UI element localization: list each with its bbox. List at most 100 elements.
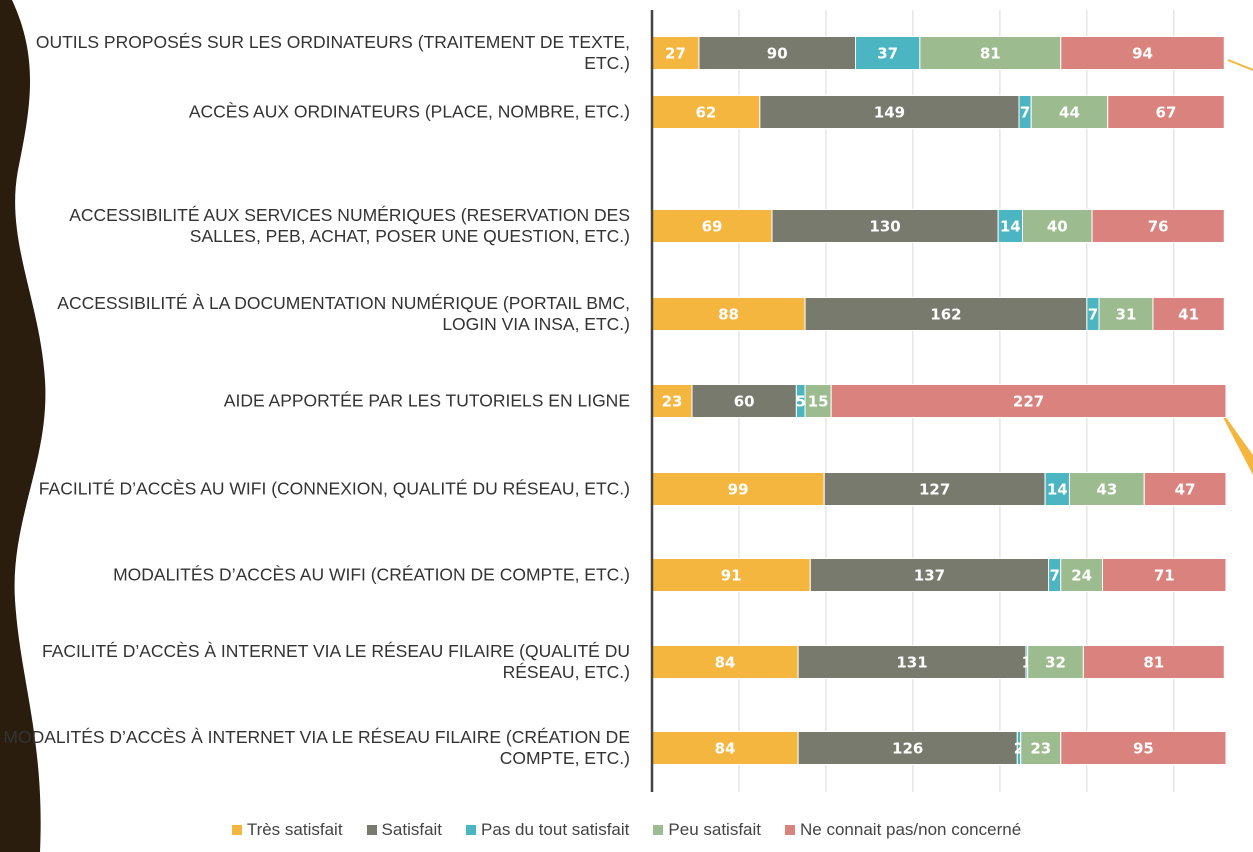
bar-segment: [691, 384, 797, 418]
bar-segment: [759, 95, 1020, 129]
legend-item: Satisfait: [366, 820, 443, 840]
value-label: 227: [1013, 393, 1044, 411]
bar-segment: [651, 297, 806, 331]
value-label: 32: [1045, 654, 1066, 672]
value-label: 44: [1059, 104, 1080, 122]
value-label: 14: [1047, 481, 1068, 499]
bar-segment: [651, 95, 761, 129]
callout: [1215, 402, 1253, 475]
value-label: 5: [795, 393, 805, 411]
value-label: 88: [718, 306, 739, 324]
value-label: 7: [1088, 306, 1098, 324]
legend-item: Très satisfait: [231, 820, 343, 840]
value-label: 27: [665, 45, 686, 63]
value-label: 126: [892, 740, 923, 758]
legend-label: Peu satisfait: [668, 820, 762, 839]
value-label: 40: [1047, 218, 1068, 236]
value-label: 131: [896, 654, 927, 672]
value-label: 162: [930, 306, 961, 324]
legend-item: Pas du tout satisfait: [466, 820, 629, 840]
value-label: 23: [662, 393, 683, 411]
value-label: 24: [1071, 567, 1092, 585]
value-label: 99: [728, 481, 749, 499]
bar-segment: [1027, 645, 1084, 679]
category-label: OUTILS PROPOSÉS SUR LES ORDINATEURS (TRA…: [35, 32, 630, 73]
bar-segment: [771, 209, 999, 243]
category-label: MODALITÉS D’ACCÈS À INTERNET VIA LE RÉSE…: [3, 727, 630, 768]
bar-segment: [1082, 645, 1225, 679]
legend-item: Ne connait pas/non concerné: [785, 820, 1021, 840]
callout: [1227, 59, 1253, 71]
value-label: 137: [914, 567, 945, 585]
value-label: 14: [1000, 218, 1021, 236]
value-label: 15: [808, 393, 829, 411]
bar-segment: [823, 472, 1046, 506]
value-label: 23: [1030, 740, 1051, 758]
legend-swatch: [231, 825, 242, 835]
value-label: 91: [721, 567, 742, 585]
value-label: 130: [869, 218, 900, 236]
category-label: MODALITÉS D’ACCÈS AU WIFI (CRÉATION DE C…: [113, 564, 630, 585]
bar-segment: [1098, 297, 1154, 331]
bar-segment: [651, 209, 773, 243]
legend-label: Ne connait pas/non concerné: [800, 820, 1022, 839]
value-label: 7: [1049, 567, 1059, 585]
bar-segment: [1091, 209, 1225, 243]
value-label: 2: [1014, 740, 1024, 758]
legend-swatch: [785, 825, 796, 835]
legend-label: Très satisfait: [246, 820, 343, 839]
category-label: FACILITÉ D’ACCÈS AU WIFI (CONNEXION, QUA…: [38, 478, 630, 499]
category-label: ACCÈS AUX ORDINATEURS (PLACE, NOMBRE, ET…: [188, 101, 630, 122]
value-label: 84: [715, 740, 736, 758]
legend-label: Satisfait: [381, 820, 443, 839]
bar-segment: [997, 209, 1023, 243]
bar-segment: [651, 558, 811, 592]
legend-label: Pas du tout satisfait: [481, 820, 630, 839]
value-label: 69: [702, 218, 723, 236]
decoration: [0, 0, 46, 852]
value-label: 71: [1154, 567, 1175, 585]
legend-swatch: [366, 825, 377, 835]
bar-segment: [698, 36, 857, 70]
value-label: 47: [1175, 481, 1196, 499]
value-label: 84: [715, 654, 736, 672]
legend-item: Peu satisfait: [653, 820, 761, 840]
value-label: 90: [767, 45, 788, 63]
bar-segment: [1152, 297, 1225, 331]
value-label: 95: [1133, 740, 1154, 758]
legend-swatch: [466, 825, 477, 835]
category-label: AIDE APPORTÉE PAR LES TUTORIELS EN LIGNE: [223, 390, 630, 411]
legend-swatch: [653, 825, 664, 835]
value-label: 1: [1022, 654, 1032, 672]
value-label: 60: [734, 393, 755, 411]
bar-segment: [1102, 558, 1227, 592]
value-label: 31: [1116, 306, 1137, 324]
bar-segment: [797, 645, 1027, 679]
bar-segment: [1143, 472, 1227, 506]
value-label: 62: [695, 104, 716, 122]
value-label: 41: [1178, 306, 1199, 324]
value-label: 127: [919, 481, 950, 499]
bar-segment: [830, 384, 1227, 418]
value-label: 37: [877, 45, 898, 63]
bar-segment: [651, 472, 825, 506]
value-label: 76: [1148, 218, 1169, 236]
bar-segment: [1060, 731, 1227, 765]
bar-segment: [1068, 472, 1145, 506]
value-label: 7: [1020, 104, 1030, 122]
value-label: 81: [1143, 654, 1164, 672]
value-label: 149: [874, 104, 905, 122]
value-label: 67: [1156, 104, 1177, 122]
legend: Très satisfait Satisfait Pas du tout satis…: [0, 820, 1253, 840]
bar-segment: [1060, 36, 1225, 70]
value-label: 94: [1132, 45, 1153, 63]
bar-segment: [804, 297, 1088, 331]
bar-segment: [1107, 95, 1225, 129]
value-label: 81: [980, 45, 1001, 63]
value-label: 43: [1096, 481, 1117, 499]
category-label: FACILITÉ D’ACCÈS À INTERNET VIA LE RÉSEA…: [41, 641, 630, 682]
category-label: ACCESSIBILITÉ À LA DOCUMENTATION NUMÉRIQ…: [57, 293, 630, 334]
bar-segment: [1021, 209, 1093, 243]
